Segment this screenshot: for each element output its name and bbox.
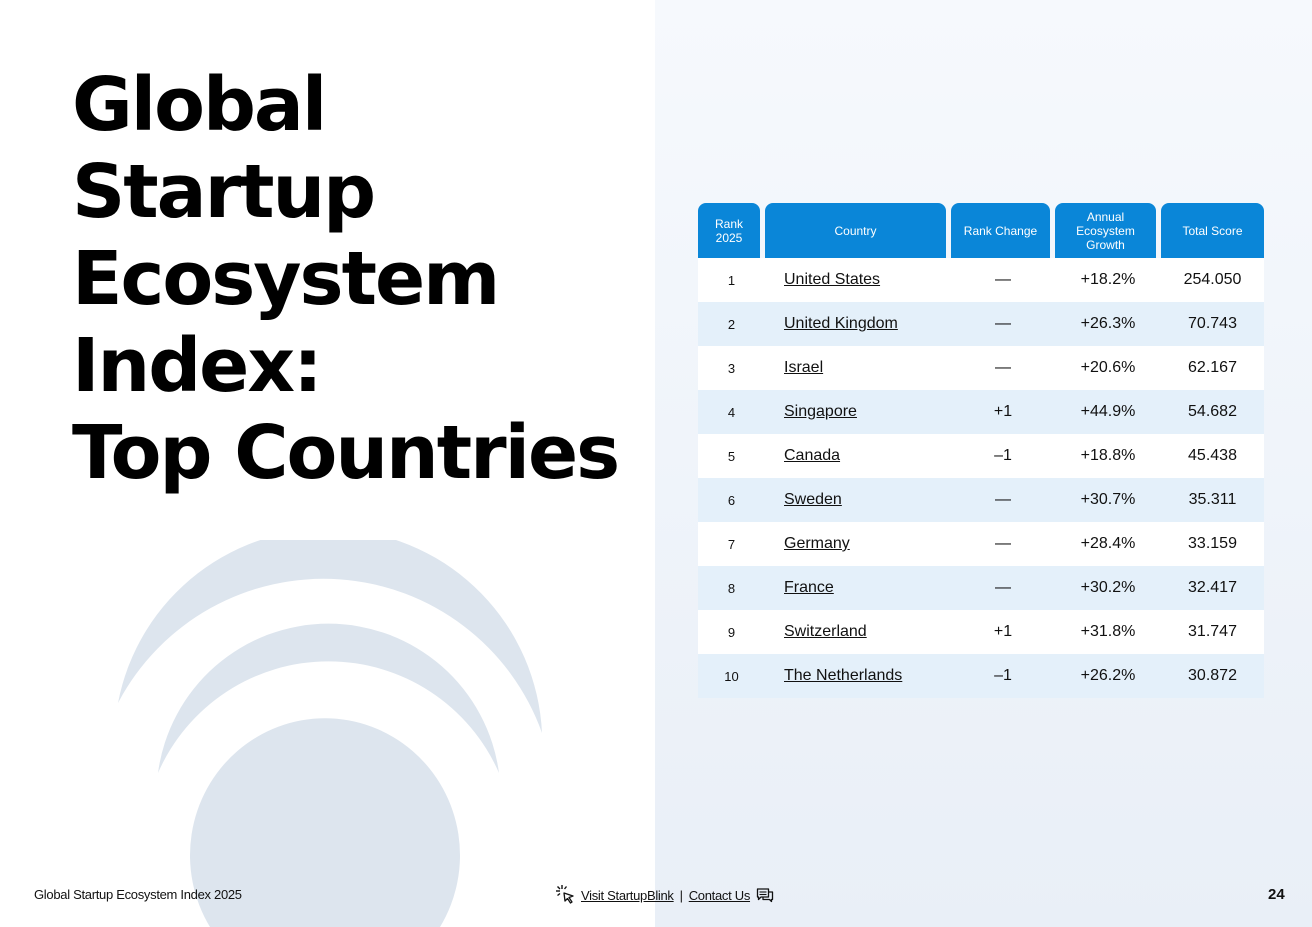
country-link[interactable]: France xyxy=(784,579,834,596)
table-row: 7 Germany — +28.4% 33.159 xyxy=(698,522,1264,566)
rank-change-cell: +1 xyxy=(993,623,1013,640)
table-header: Rank 2025 Country Rank Change Annual Eco… xyxy=(698,203,1264,258)
rank-cell: 9 xyxy=(727,624,736,640)
rank-cell: 7 xyxy=(727,536,736,552)
footer-links: Visit StartupBlink | Contact Us xyxy=(555,884,774,906)
score-cell: 35.311 xyxy=(1188,491,1237,508)
table-row: 6 Sweden — +30.7% 35.311 xyxy=(698,478,1264,522)
score-cell: 62.167 xyxy=(1188,359,1237,376)
table-row: 3 Israel — +20.6% 62.167 xyxy=(698,346,1264,390)
chat-icon xyxy=(756,888,774,903)
rank-change-cell: — xyxy=(995,359,1011,376)
visit-startupblink-link[interactable]: Visit StartupBlink xyxy=(581,887,674,903)
header-country: Country xyxy=(765,203,946,258)
title-line: Top Countries xyxy=(72,410,620,496)
rank-change-cell: — xyxy=(995,535,1011,552)
table-row: 4 Singapore +1 +44.9% 54.682 xyxy=(698,390,1264,434)
header-rank: Rank 2025 xyxy=(698,203,760,258)
rank-cell: 8 xyxy=(727,580,736,596)
rank-cell: 3 xyxy=(727,360,736,376)
footer-separator: | xyxy=(679,887,683,903)
growth-cell: +30.7% xyxy=(1080,491,1136,508)
rankings-table: Rank 2025 Country Rank Change Annual Eco… xyxy=(698,203,1264,698)
title-line: Startup xyxy=(72,149,376,235)
rank-cell: 5 xyxy=(727,448,736,464)
rank-cell: 1 xyxy=(727,272,736,288)
growth-cell: +26.3% xyxy=(1080,315,1136,332)
growth-cell: +26.2% xyxy=(1080,667,1136,684)
country-link[interactable]: Germany xyxy=(784,535,850,552)
rank-change-cell: — xyxy=(995,579,1011,596)
table-row: 8 France — +30.2% 32.417 xyxy=(698,566,1264,610)
table-row: 1 United States — +18.2% 254.050 xyxy=(698,258,1264,302)
contact-us-link[interactable]: Contact Us xyxy=(688,887,751,903)
score-cell: 31.747 xyxy=(1188,623,1237,640)
table-row: 5 Canada –1 +18.8% 45.438 xyxy=(698,434,1264,478)
growth-cell: +18.2% xyxy=(1080,271,1136,288)
growth-cell: +20.6% xyxy=(1080,359,1136,376)
cursor-click-icon xyxy=(556,885,574,904)
title-line: Global xyxy=(72,62,327,148)
rank-change-cell: — xyxy=(995,271,1011,288)
table-row: 10 The Netherlands –1 +26.2% 30.872 xyxy=(698,654,1264,698)
footer-document-title: Global Startup Ecosystem Index 2025 xyxy=(34,887,242,902)
growth-cell: +44.9% xyxy=(1080,403,1136,420)
title-line: Ecosystem xyxy=(72,236,500,322)
rank-cell: 4 xyxy=(727,404,736,420)
growth-cell: +30.2% xyxy=(1080,579,1136,596)
rank-cell: 2 xyxy=(727,316,736,332)
country-link[interactable]: Sweden xyxy=(784,491,842,508)
rank-cell: 10 xyxy=(724,668,739,684)
table-row: 2 United Kingdom — +26.3% 70.743 xyxy=(698,302,1264,346)
country-link[interactable]: Israel xyxy=(784,359,824,376)
growth-cell: +18.8% xyxy=(1080,447,1136,464)
score-cell: 45.438 xyxy=(1188,447,1237,464)
country-link[interactable]: United States xyxy=(784,271,881,288)
score-cell: 70.743 xyxy=(1188,315,1237,332)
country-link[interactable]: Canada xyxy=(784,447,841,464)
page-title: Global Startup Ecosystem Index: Top Coun… xyxy=(72,62,620,497)
rank-cell: 6 xyxy=(727,492,736,508)
score-cell: 33.159 xyxy=(1188,535,1237,552)
country-link[interactable]: Singapore xyxy=(784,403,857,420)
rank-change-cell: –1 xyxy=(994,447,1012,464)
growth-cell: +28.4% xyxy=(1080,535,1136,552)
title-line: Index: xyxy=(72,323,323,409)
header-rank-change: Rank Change xyxy=(951,203,1050,258)
header-growth: Annual Ecosystem Growth xyxy=(1055,203,1156,258)
header-total-score: Total Score xyxy=(1161,203,1264,258)
table-row: 9 Switzerland +1 +31.8% 31.747 xyxy=(698,610,1264,654)
rank-change-cell: +1 xyxy=(993,403,1013,420)
rank-change-cell: — xyxy=(995,315,1011,332)
page-number: 24 xyxy=(1268,886,1285,903)
score-cell: 254.050 xyxy=(1183,271,1242,288)
growth-cell: +31.8% xyxy=(1080,623,1136,640)
rank-change-cell: –1 xyxy=(994,667,1012,684)
score-cell: 30.872 xyxy=(1188,667,1237,684)
score-cell: 32.417 xyxy=(1188,579,1237,596)
score-cell: 54.682 xyxy=(1188,403,1237,420)
decorative-signal-graphic xyxy=(118,540,542,927)
country-link[interactable]: United Kingdom xyxy=(784,315,898,332)
country-link[interactable]: Switzerland xyxy=(784,623,867,640)
rank-change-cell: — xyxy=(995,491,1011,508)
country-link[interactable]: The Netherlands xyxy=(784,667,903,684)
